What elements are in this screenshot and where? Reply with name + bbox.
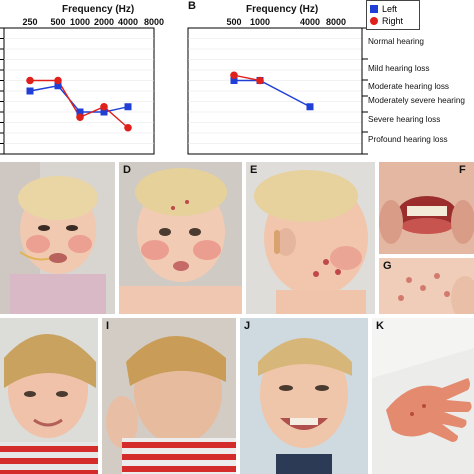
a-point-left: [26, 87, 34, 95]
panel-a-audiogram: 250 500 1000 2000 4000 8000: [0, 17, 164, 155]
legend-label-right: Right: [382, 15, 404, 26]
panel-b-audiogram: 500 1000 4000 8000 Normal hearing Mild heari…: [187, 17, 465, 155]
a-point-right: [26, 76, 34, 85]
legend-circle-icon: [370, 16, 378, 25]
photo-panel-k: K: [372, 318, 474, 474]
severity-label: Mild hearing loss: [368, 64, 429, 73]
panel-d-letter: D: [123, 164, 131, 176]
b-point-right: [230, 71, 238, 80]
a-point-left: [100, 108, 108, 116]
severity-label: Profound hearing loss: [368, 135, 448, 144]
legend-label-left: Left: [382, 3, 398, 14]
severity-label: Moderate hearing loss: [368, 82, 449, 91]
a-freq-tick-label: 4000: [118, 17, 138, 27]
legend: Left Right: [366, 0, 420, 30]
panel-f-letter: F: [459, 164, 466, 176]
b-freq-tick-label: 4000: [300, 17, 320, 27]
photo-panel-g: G: [379, 258, 474, 314]
panel-i-letter: I: [106, 320, 110, 332]
b-point-right: [256, 76, 264, 85]
photo-panel-e: E: [246, 162, 375, 314]
a-point-right: [100, 102, 108, 111]
photo-panel-i: I: [102, 318, 236, 474]
legend-item-right: Right: [370, 15, 403, 26]
a-point-right: [124, 123, 132, 132]
legend-square-icon: [370, 4, 378, 13]
panel-b-title: Frequency (Hz): [246, 4, 319, 15]
a-point-left: [76, 108, 84, 116]
b-point-left: [230, 77, 238, 84]
panel-a-title: Frequency (Hz): [62, 4, 135, 15]
a-freq-tick-label: 250: [22, 17, 37, 27]
a-point-left: [124, 103, 132, 111]
a-point-right: [54, 76, 62, 85]
a-freq-tick-label: 8000: [144, 17, 164, 27]
panel-j-letter: J: [244, 320, 251, 332]
b-series-line-right: [233, 74, 261, 82]
photo-panel-c: [0, 162, 115, 314]
panel-b-letter: B: [188, 0, 196, 12]
legend-item-left: Left: [370, 3, 397, 14]
photo-panel-d: D: [119, 162, 242, 314]
a-freq-tick-label: 500: [50, 17, 65, 27]
photo-panel-h: [0, 318, 98, 474]
photo-panel-f: F: [379, 162, 474, 254]
a-freq-tick-label: 1000: [70, 17, 90, 27]
severity-label: Severe hearing loss: [368, 115, 440, 124]
b-point-left: [306, 103, 314, 111]
panel-k-letter: K: [376, 320, 384, 332]
b-freq-tick-label: 500: [226, 17, 241, 27]
b-freq-tick-label: 1000: [250, 17, 270, 27]
a-point-left: [54, 82, 62, 90]
panel-e-letter: E: [250, 164, 258, 176]
severity-label: Normal hearing: [368, 37, 424, 46]
photo-panel-j: J: [240, 318, 368, 474]
severity-label: Moderately severe hearing: [368, 96, 465, 105]
a-point-right: [76, 113, 84, 122]
panel-g-letter: G: [383, 260, 392, 272]
b-freq-tick-label: 8000: [326, 17, 346, 27]
a-freq-tick-label: 2000: [94, 17, 114, 27]
